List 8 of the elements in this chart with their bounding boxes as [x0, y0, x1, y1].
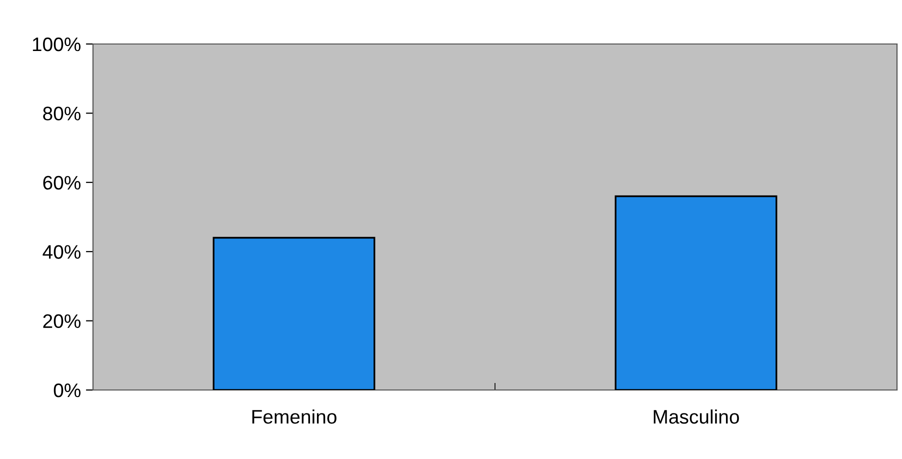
x-tick-label: Femenino — [252, 409, 336, 424]
y-tick-label: 100% — [32, 37, 81, 52]
y-tick-label: 80% — [43, 106, 81, 120]
x-tick-label: Masculino — [654, 409, 739, 424]
y-tick-label: 60% — [43, 176, 81, 190]
y-tick-label: 20% — [43, 314, 81, 328]
y-tick-label: 0% — [54, 383, 81, 398]
y-tick-label: 40% — [42, 245, 81, 259]
